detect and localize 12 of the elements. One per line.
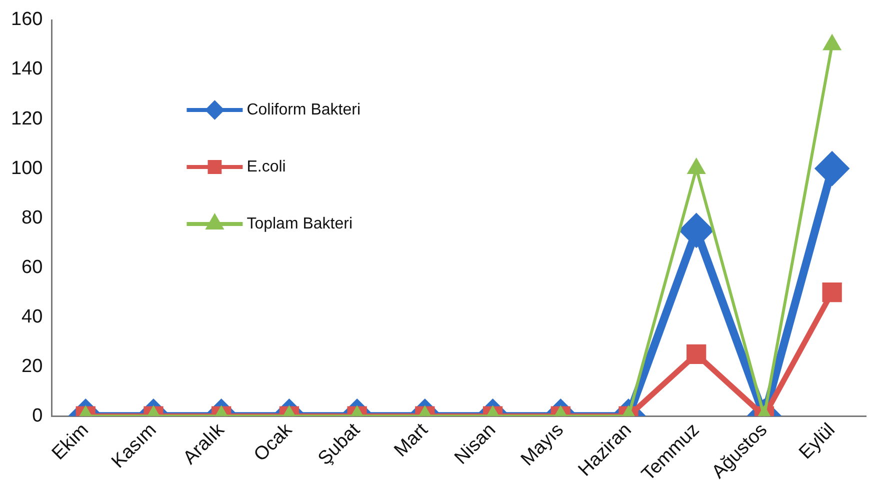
y-tick-label: 0 (32, 405, 43, 426)
y-tick-label: 120 (11, 108, 43, 130)
y-tick-label: 100 (11, 158, 43, 179)
y-tick-label: 60 (22, 256, 43, 278)
legend-label: Coliform Bakteri (246, 101, 361, 118)
y-tick-label: 140 (11, 58, 43, 80)
y-tick-label: 80 (22, 207, 43, 228)
legend-label: Toplam Bakteri (246, 215, 353, 232)
y-tick-label: 40 (22, 306, 43, 328)
legend-label: E.coli (246, 158, 286, 176)
y-tick-label: 160 (11, 9, 43, 30)
y-tick-label: 20 (22, 356, 43, 377)
